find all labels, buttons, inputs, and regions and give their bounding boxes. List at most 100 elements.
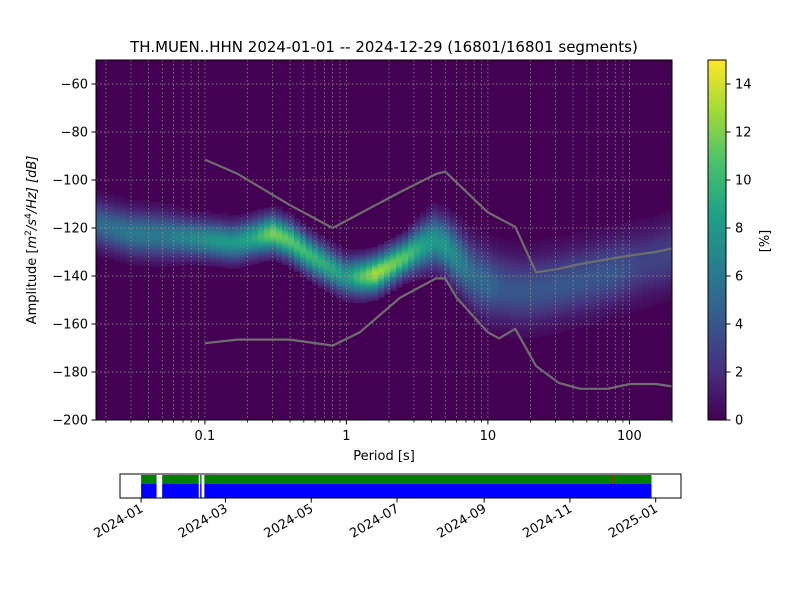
- y-tick-label: −120: [52, 222, 88, 237]
- density-cell: [654, 289, 661, 293]
- density-cell: [438, 265, 445, 269]
- density-cell: [96, 226, 103, 230]
- density-cell: [336, 296, 343, 300]
- density-cell: [150, 244, 157, 248]
- density-cell: [102, 209, 109, 213]
- density-cell: [522, 299, 529, 303]
- density-cell: [618, 233, 625, 237]
- density-cell: [300, 227, 307, 231]
- density-cell: [612, 230, 619, 234]
- density-cell: [156, 230, 163, 234]
- density-cell: [234, 217, 241, 221]
- density-cell: [462, 242, 469, 246]
- density-cell: [216, 233, 223, 237]
- density-cell: [294, 245, 301, 249]
- density-cell: [234, 224, 241, 228]
- density-cell: [270, 211, 277, 215]
- density-cell: [540, 263, 547, 267]
- density-cell: [438, 253, 445, 257]
- density-cell: [498, 325, 505, 329]
- density-cell: [396, 255, 403, 259]
- density-cell: [270, 216, 277, 220]
- density-cell: [180, 224, 187, 228]
- density-cell: [522, 325, 529, 329]
- density-cell: [564, 306, 571, 310]
- density-cell: [330, 288, 337, 292]
- density-cell: [594, 229, 601, 233]
- density-cell: [666, 298, 672, 302]
- density-cell: [492, 294, 499, 298]
- density-cell: [444, 238, 451, 242]
- density-cell: [564, 313, 571, 317]
- x-tick-label: 0.1: [195, 429, 216, 444]
- density-cell: [204, 263, 211, 267]
- density-cell: [594, 280, 601, 284]
- density-cell: [126, 227, 133, 231]
- density-cell: [570, 309, 577, 313]
- density-cell: [492, 316, 499, 320]
- density-cell: [276, 240, 283, 244]
- density-cell: [666, 271, 672, 275]
- density-cell: [660, 247, 667, 251]
- density-cell: [366, 286, 373, 290]
- density-cell: [582, 287, 589, 291]
- density-cell: [198, 260, 205, 264]
- density-cell: [120, 199, 127, 203]
- density-cell: [234, 229, 241, 233]
- density-cell: [576, 322, 583, 326]
- density-cell: [390, 283, 397, 287]
- density-cell: [606, 224, 613, 228]
- density-cell: [582, 273, 589, 277]
- density-cell: [546, 331, 553, 335]
- density-cell: [498, 241, 505, 245]
- density-cell: [240, 256, 247, 260]
- density-cell: [570, 237, 577, 241]
- density-cell: [654, 260, 661, 264]
- density-cell: [342, 258, 349, 262]
- density-cell: [366, 298, 373, 302]
- density-cell: [132, 257, 139, 261]
- density-cell: [588, 264, 595, 268]
- density-cell: [444, 212, 451, 216]
- density-cell: [582, 244, 589, 248]
- density-cell: [570, 300, 577, 304]
- density-cell: [234, 248, 241, 252]
- density-cell: [624, 296, 631, 300]
- density-cell: [138, 202, 145, 206]
- density-cell: [636, 307, 643, 311]
- density-cell: [468, 315, 475, 319]
- density-cell: [528, 316, 535, 320]
- density-cell: [612, 297, 619, 301]
- density-cell: [336, 267, 343, 271]
- density-cell: [606, 238, 613, 242]
- density-cell: [144, 212, 151, 216]
- density-cell: [192, 230, 199, 234]
- density-cell: [666, 274, 672, 278]
- density-cell: [480, 234, 487, 238]
- density-cell: [648, 217, 655, 221]
- density-cell: [504, 307, 511, 311]
- density-cell: [432, 253, 439, 257]
- density-cell: [624, 236, 631, 240]
- density-cell: [108, 244, 115, 248]
- density-cell: [264, 243, 271, 247]
- density-cell: [312, 272, 319, 276]
- density-cell: [420, 225, 427, 229]
- density-cell: [192, 254, 199, 258]
- density-cell: [240, 223, 247, 227]
- density-cell: [558, 303, 565, 307]
- density-cell: [312, 233, 319, 237]
- density-cell: [624, 272, 631, 276]
- density-cell: [108, 206, 115, 210]
- density-cell: [372, 252, 379, 256]
- density-cell: [348, 259, 355, 263]
- density-cell: [186, 213, 193, 217]
- density-cell: [498, 265, 505, 269]
- density-cell: [522, 297, 529, 301]
- density-cell: [510, 308, 517, 312]
- density-cell: [612, 222, 619, 226]
- density-cell: [168, 242, 175, 246]
- density-cell: [168, 261, 175, 265]
- density-cell: [150, 213, 157, 217]
- density-cell: [108, 218, 115, 222]
